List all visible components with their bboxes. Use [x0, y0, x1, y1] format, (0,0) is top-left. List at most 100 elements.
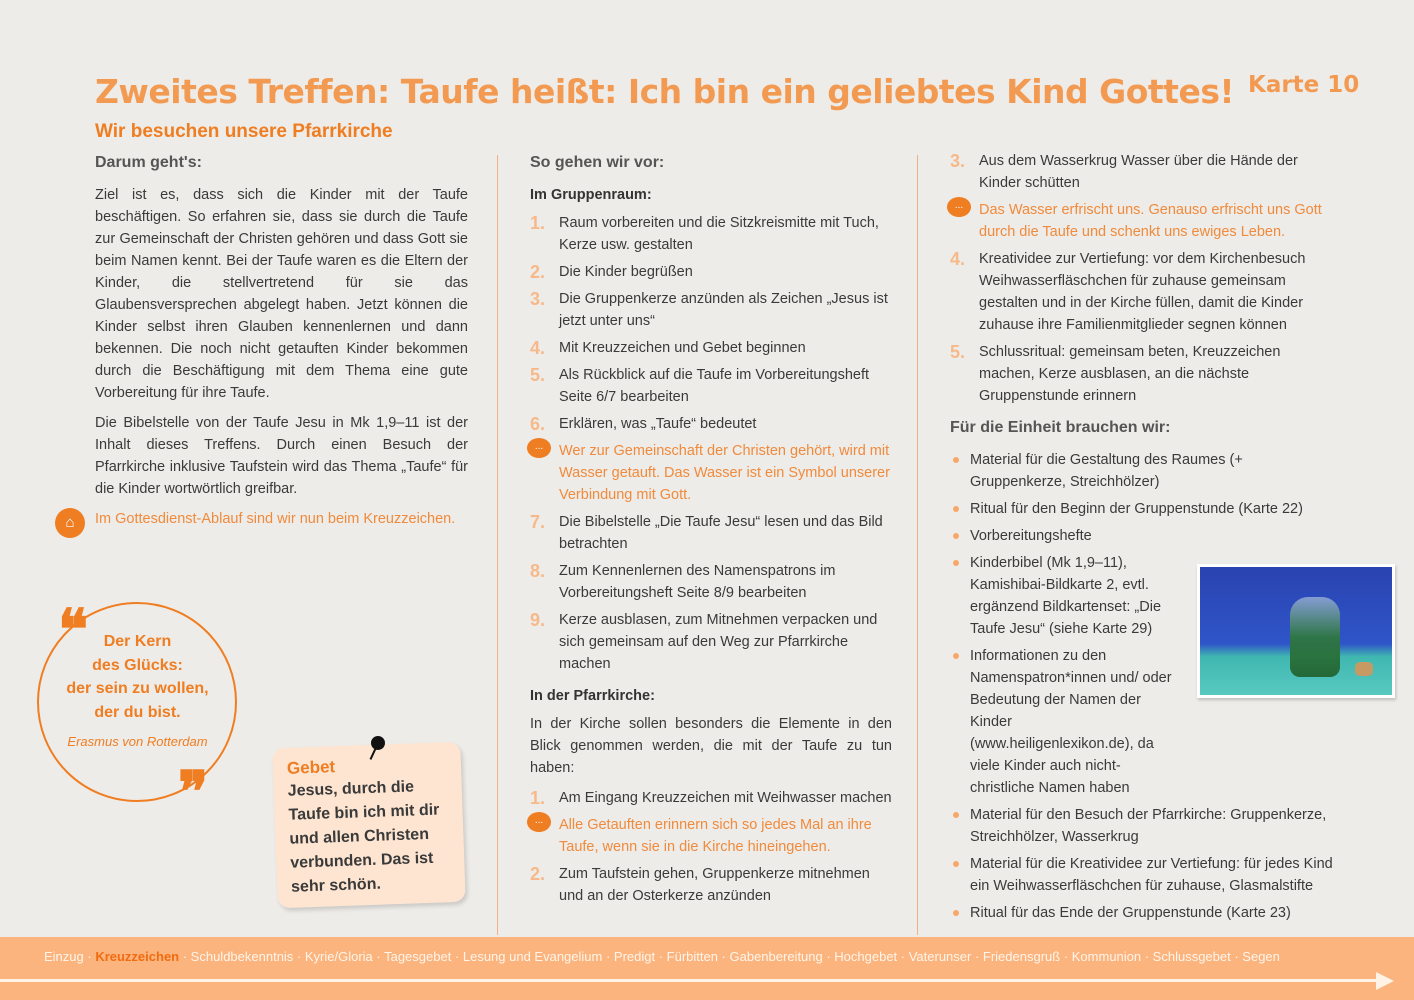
- material-item: Material für die Gestaltung des Raumes (…: [950, 449, 1335, 493]
- material-item: Vorbereitungshefte: [950, 525, 1335, 547]
- speech-bubble-icon: ...: [527, 812, 551, 832]
- flow-before: Einzug ·: [44, 949, 96, 964]
- step-number: 3.: [950, 151, 966, 171]
- church-steps-continued: 3. Aus dem Wasserkrug Wasser über die Hän…: [947, 150, 1335, 407]
- bullet-icon: [953, 653, 959, 659]
- middle-column: So gehen wir vor: Im Gruppenraum: 1. Raum…: [527, 152, 892, 912]
- liturgy-note-text: Im Gottesdienst-Ablauf sind wir nun beim…: [95, 511, 456, 527]
- step-text: Schlussritual: gemeinsam beten, Kreuzzei…: [979, 344, 1281, 404]
- step-text: Am Eingang Kreuzzeichen mit Weihwasser m…: [559, 790, 892, 806]
- step-item: 4. Kreatividee zur Vertiefung: vor dem Ki…: [950, 248, 1335, 336]
- material-text: Material für den Besuch der Pfarrkirche:…: [970, 807, 1327, 845]
- quote-line: der sein zu wollen,: [66, 680, 209, 697]
- card-number: Karte 10: [1248, 72, 1360, 98]
- step-number: 4.: [530, 338, 546, 358]
- materials-list: Material für die Gestaltung des Raumes (…: [950, 449, 1335, 924]
- step-text: Wer zur Gemeinschaft der Christen gehört…: [559, 443, 890, 503]
- step-text: Kerze ausblasen, zum Mitnehmen verpacken…: [559, 612, 878, 672]
- material-text: Ritual für den Beginn der Gruppenstunde …: [970, 501, 1303, 517]
- bullet-icon: [953, 910, 959, 916]
- step-text: Die Gruppenkerze anzünden als Zeichen „J…: [559, 291, 888, 329]
- arrow-right-icon: [1376, 972, 1394, 990]
- step-item: 5. Als Rückblick auf die Taufe im Vorbere…: [530, 364, 892, 408]
- step-text: Die Bibelstelle „Die Taufe Jesu“ lesen u…: [559, 514, 883, 552]
- bullet-icon: [953, 506, 959, 512]
- flow-after: · Schuldbekenntnis · Kyrie/Gloria · Tage…: [179, 949, 1280, 964]
- step-text: Raum vorbereiten und die Sitzkreismitte …: [559, 215, 879, 253]
- left-column: Darum geht's: Ziel ist es, dass sich die…: [55, 152, 468, 538]
- material-text: Vorbereitungshefte: [970, 528, 1092, 544]
- liturgy-flow-bar: Einzug · Kreuzzeichen · Schuldbekenntnis…: [0, 937, 1414, 1000]
- step-item: 2. Zum Taufstein gehen, Gruppenkerze mitn…: [530, 863, 892, 907]
- holy-water-bottle: [1290, 597, 1340, 677]
- church-icon: ⌂: [55, 508, 85, 538]
- step-item: 2. Die Kinder begrüßen: [530, 261, 892, 283]
- step-item: ... Alle Getauften erinnern sich so jedes…: [527, 812, 892, 858]
- right-column: 3. Aus dem Wasserkrug Wasser über die Hän…: [947, 150, 1335, 929]
- column-divider: [917, 155, 918, 935]
- step-item: 9. Kerze ausblasen, zum Mitnehmen verpack…: [530, 609, 892, 675]
- step-number: 1.: [530, 213, 546, 233]
- step-item: 5. Schlussritual: gemeinsam beten, Kreuzz…: [950, 341, 1335, 407]
- step-number: 5.: [950, 342, 966, 362]
- quote-line: des Glücks:: [92, 656, 183, 674]
- quote-author: Erasmus von Rotterdam: [67, 734, 208, 749]
- quote-circle: [37, 602, 237, 802]
- quote-line: Der Kern: [103, 633, 172, 650]
- step-number: 2.: [530, 864, 546, 884]
- step-item: ... Wer zur Gemeinschaft der Christen geh…: [527, 438, 892, 506]
- step-text: Erklären, was „Taufe“ bedeutet: [559, 416, 757, 432]
- step-number: 5.: [530, 365, 546, 385]
- step-item: 4. Mit Kreuzzeichen und Gebet beginnen: [530, 337, 892, 359]
- step-number: 6.: [530, 414, 546, 434]
- step-text: Zum Kennenlernen des Namenspatrons im Vo…: [559, 563, 836, 601]
- liturgy-note: ⌂ Im Gottesdienst-Ablauf sind wir nun be…: [55, 508, 468, 538]
- bullet-icon: [953, 861, 959, 867]
- step-number: 9.: [530, 610, 546, 630]
- material-item: Informationen zu den Namenspatron*innen …: [950, 645, 1175, 799]
- step-item: 1. Raum vorbereiten und die Sitzkreismitt…: [530, 212, 892, 256]
- material-item: Ritual für den Beginn der Gruppenstunde …: [950, 498, 1335, 520]
- step-item: 3. Die Gruppenkerze anzünden als Zeichen …: [530, 288, 892, 332]
- step-number: 3.: [530, 289, 546, 309]
- material-text: Kinderbibel (Mk 1,9–11), Kamishibai-Bild…: [970, 555, 1162, 637]
- flow-arrow-line: [0, 979, 1380, 982]
- bullet-icon: [953, 560, 959, 566]
- paragraph: Die Bibelstelle von der Taufe Jesu in Mk…: [95, 415, 468, 497]
- group-room-steps: 1. Raum vorbereiten und die Sitzkreismitt…: [527, 212, 892, 675]
- step-text: Das Wasser erfrischt uns. Genauso erfris…: [979, 202, 1322, 240]
- step-text: Alle Getauften erinnern sich so jedes Ma…: [559, 817, 872, 855]
- page-title: Zweites Treffen: Taufe heißt: Ich bin ei…: [95, 72, 1235, 111]
- cork: [1355, 662, 1373, 676]
- open-quote-icon: ❝: [58, 598, 89, 661]
- material-text: Material für die Kreatividee zur Vertief…: [970, 856, 1333, 894]
- step-text: Zum Taufstein gehen, Gruppenkerze mitneh…: [559, 866, 870, 904]
- speech-bubble-icon: ...: [527, 438, 551, 458]
- step-number: 7.: [530, 512, 546, 532]
- bottle-photo: [1197, 564, 1395, 698]
- materials-heading: Für die Einheit brauchen wir:: [950, 419, 1171, 436]
- material-item: Material für die Kreatividee zur Vertief…: [950, 853, 1335, 897]
- section-subtitle: Wir besuchen unsere Pfarrkirche: [95, 121, 393, 142]
- middle-heading: So gehen wir vor:: [530, 154, 665, 171]
- quote: Der Kern des Glücks: der sein zu wollen,…: [40, 630, 235, 752]
- step-item: 6. Erklären, was „Taufe“ bedeutet: [530, 413, 892, 435]
- church-heading: In der Pfarrkirche:: [530, 688, 655, 704]
- step-item: 7. Die Bibelstelle „Die Taufe Jesu“ lesen…: [530, 511, 892, 555]
- step-text: Mit Kreuzzeichen und Gebet beginnen: [559, 340, 806, 356]
- bullet-icon: [953, 457, 959, 463]
- flow-current: Kreuzzeichen: [95, 949, 180, 964]
- step-item: 3. Aus dem Wasserkrug Wasser über die Hän…: [950, 150, 1335, 194]
- speech-bubble-icon: ...: [947, 197, 971, 217]
- material-text: Informationen zu den Namenspatron*innen …: [970, 648, 1172, 796]
- step-text: Die Kinder begrüßen: [559, 264, 693, 280]
- close-quote-icon: ❞: [178, 760, 209, 823]
- step-item: 1. Am Eingang Kreuzzeichen mit Weihwasser…: [530, 787, 892, 809]
- church-steps: 1. Am Eingang Kreuzzeichen mit Weihwasser…: [527, 787, 892, 907]
- step-text: Als Rückblick auf die Taufe im Vorbereit…: [559, 367, 870, 405]
- left-heading: Darum geht's:: [95, 154, 202, 171]
- step-item: 8. Zum Kennenlernen des Namenspatrons im …: [530, 560, 892, 604]
- step-text: Aus dem Wasserkrug Wasser über die Hände…: [979, 153, 1298, 191]
- step-number: 1.: [530, 788, 546, 808]
- liturgy-sequence: Einzug · Kreuzzeichen · Schuldbekenntnis…: [44, 949, 1280, 964]
